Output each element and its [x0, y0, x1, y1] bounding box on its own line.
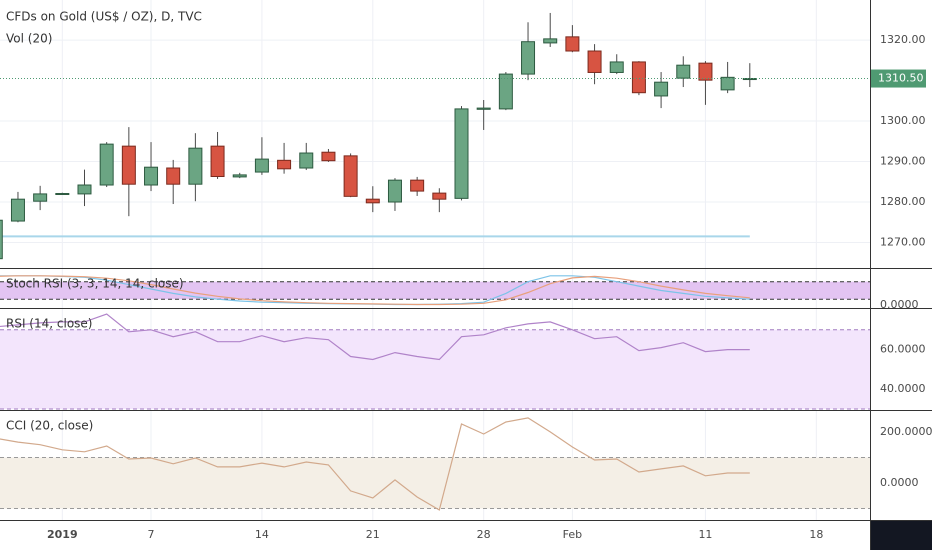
candle-body [654, 81, 669, 97]
candle-body [698, 62, 713, 81]
chart-title: CFDs on Gold (US$ / OZ), D, TVC [6, 10, 202, 24]
candle-body [454, 108, 469, 199]
pane-title: RSI (14, close) [6, 317, 92, 331]
candle-body [321, 151, 336, 162]
y-tick-label: 40.0000 [880, 382, 926, 395]
x-tick-label: 18 [809, 528, 823, 541]
last-price-label: 1310.50 [878, 72, 924, 85]
candle-body [299, 152, 314, 169]
candle-body [166, 167, 181, 185]
candle-body [365, 198, 380, 204]
candle-body [277, 159, 292, 170]
candle-body [565, 36, 580, 52]
pane-title: CCI (20, close) [6, 419, 93, 433]
corner [870, 520, 932, 550]
x-tick-label: 7 [148, 528, 155, 541]
y-tick-label: 1290.00 [880, 155, 926, 168]
x-tick-label: 11 [698, 528, 712, 541]
candle-body [99, 143, 114, 186]
candle-body [587, 50, 602, 73]
y-tick-label: 200.0000 [880, 425, 932, 438]
y-tick-label: 1320.00 [880, 33, 926, 46]
y-tick-label: 0.0000 [880, 298, 919, 311]
subtitle: Vol (20) [6, 32, 52, 46]
candle-body [676, 64, 691, 79]
candle-body [0, 219, 3, 260]
candle-body [432, 192, 447, 200]
y-tick-label: 0.0000 [880, 476, 919, 489]
candle-body [410, 179, 425, 192]
candle-body [77, 184, 92, 195]
indicator-line [0, 275, 750, 306]
last-price-box [871, 69, 926, 88]
candle-body [33, 193, 48, 202]
indicator-line [0, 313, 750, 361]
indicator-line [0, 417, 750, 511]
candle-body [609, 61, 624, 73]
x-tick-label: 14 [255, 528, 269, 541]
candle-body [144, 166, 159, 186]
candle-body [387, 179, 402, 203]
candle-body [210, 145, 225, 178]
candle-body [543, 38, 558, 44]
candle-body [188, 147, 203, 185]
candle-body [498, 73, 513, 110]
candle-body [742, 78, 757, 81]
candle-body [343, 155, 358, 197]
pane-title: Stoch RSI (3, 3, 14, 14, close) [6, 277, 184, 291]
candle-body [10, 198, 25, 222]
band [0, 329, 870, 410]
candle-body [254, 158, 269, 173]
candle-body [232, 174, 247, 178]
candle-body [476, 107, 491, 110]
y-tick-label: 60.0000 [880, 343, 926, 356]
y-tick-label: 1300.00 [880, 114, 926, 127]
band [0, 457, 870, 509]
x-tick-label: Feb [563, 528, 582, 541]
x-tick-label: 2019 [47, 528, 78, 541]
y-tick-label: 1270.00 [880, 235, 926, 248]
candle-body [720, 76, 735, 91]
candle-body [521, 41, 536, 75]
x-tick-label: 28 [477, 528, 491, 541]
candle-body [121, 145, 136, 185]
candle-body [631, 61, 646, 94]
y-tick-label: 1280.00 [880, 195, 926, 208]
plot [0, 12, 870, 260]
candle-body [55, 193, 70, 196]
band [0, 281, 870, 300]
x-tick-label: 21 [366, 528, 380, 541]
